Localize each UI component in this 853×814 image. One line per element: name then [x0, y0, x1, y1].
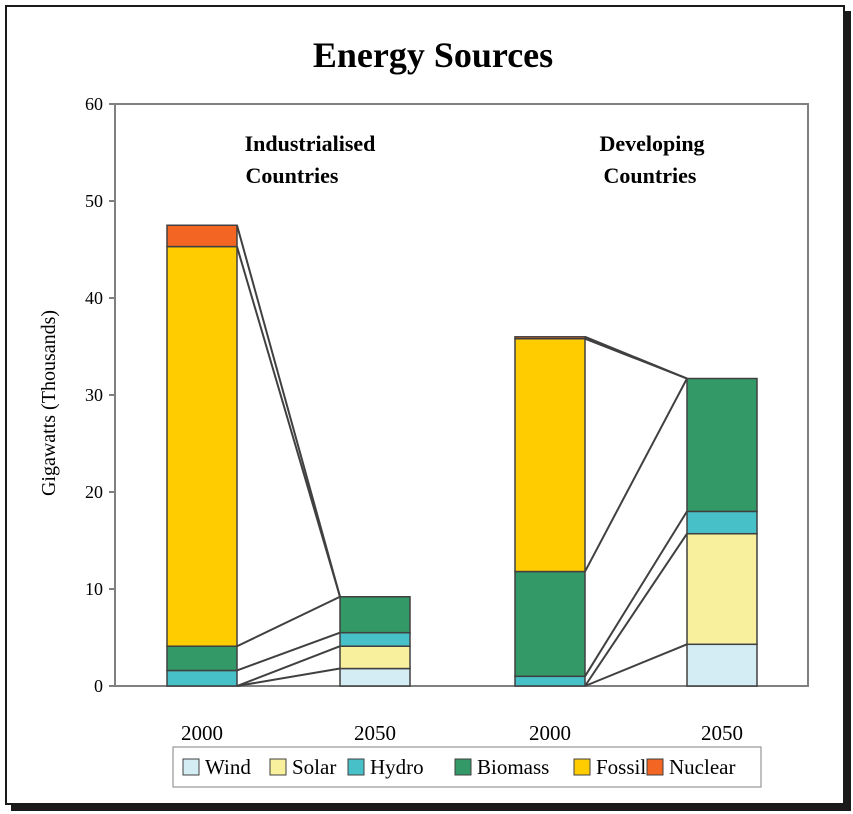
legend-label-biomass: Biomass [477, 755, 549, 779]
bar-segment-biomass [514, 570, 586, 678]
y-tick-label: 50 [85, 191, 103, 211]
legend-label-fossil: Fossil [596, 755, 646, 779]
connector-line [584, 335, 688, 380]
legend-label-hydro: Hydro [370, 755, 424, 779]
bar-segment-wind [686, 643, 758, 687]
bar-segment-biomass [686, 377, 758, 513]
group-title-developing-line1: Developing [599, 131, 704, 156]
group-title-industrialised-line2: Countries [246, 163, 339, 188]
legend-swatch-biomass [454, 758, 472, 776]
y-tick-label: 40 [85, 288, 103, 308]
bar-segment-fossil [514, 337, 586, 573]
connector-line [584, 510, 688, 677]
legend-swatch-solar [269, 758, 287, 776]
bar-segment-nuclear [514, 336, 586, 340]
connector-line [236, 224, 341, 598]
bar-segment-nuclear [166, 224, 238, 248]
legend-swatch-nuclear [646, 758, 664, 776]
y-tick-label: 30 [85, 385, 103, 405]
chart-frame: Energy Sources Gigawatts (Thousands) 0 10… [5, 5, 845, 805]
y-tick-label: 0 [94, 676, 103, 696]
legend-label-wind: Wind [205, 755, 251, 779]
x-category-label: 2050 [701, 721, 743, 745]
legend-swatch-wind [182, 758, 200, 776]
bar-segment-biomass [339, 596, 411, 634]
group-title-developing-line2: Countries [604, 163, 697, 188]
bar-segment-hydro [514, 675, 586, 687]
bar-segment-biomass [166, 645, 238, 672]
bar-segment-wind [339, 667, 411, 687]
x-category-label: 2050 [354, 721, 396, 745]
y-axis-title: Gigawatts (Thousands) [38, 310, 60, 496]
legend-swatch-hydro [347, 758, 365, 776]
plot-area: 0 10 20 30 40 50 60 2000 2050 2000 2050 [85, 94, 809, 745]
bar-segment-solar [339, 645, 411, 670]
connector-line [236, 645, 341, 687]
group-title-industrialised-line1: Industrialised [245, 131, 376, 156]
connector-line [584, 533, 688, 687]
legend-swatch-fossil [573, 758, 591, 776]
bar-segment-hydro [339, 631, 411, 647]
y-tick-label: 20 [85, 482, 103, 502]
bar-segment-fossil [166, 245, 238, 647]
x-category-label: 2000 [529, 721, 571, 745]
energy-sources-chart: Energy Sources Gigawatts (Thousands) 0 10… [38, 35, 809, 788]
connector-line [236, 631, 341, 672]
y-tick-label: 10 [85, 579, 103, 599]
chart-title: Energy Sources [313, 35, 553, 75]
y-tick-label: 60 [85, 94, 103, 114]
legend-label-nuclear: Nuclear [669, 755, 735, 779]
legend-label-solar: Solar [292, 755, 336, 779]
connector-line [236, 667, 341, 687]
x-category-label: 2000 [181, 721, 223, 745]
connector-line [236, 595, 341, 648]
bar-segment-hydro [686, 510, 758, 535]
legend: Wind Solar Hydro Biomass Fossil Nuclear [172, 746, 762, 788]
bar-segment-hydro [166, 669, 238, 687]
connector-line [584, 643, 688, 687]
connector-line [584, 378, 688, 573]
bar-segment-solar [686, 532, 758, 646]
